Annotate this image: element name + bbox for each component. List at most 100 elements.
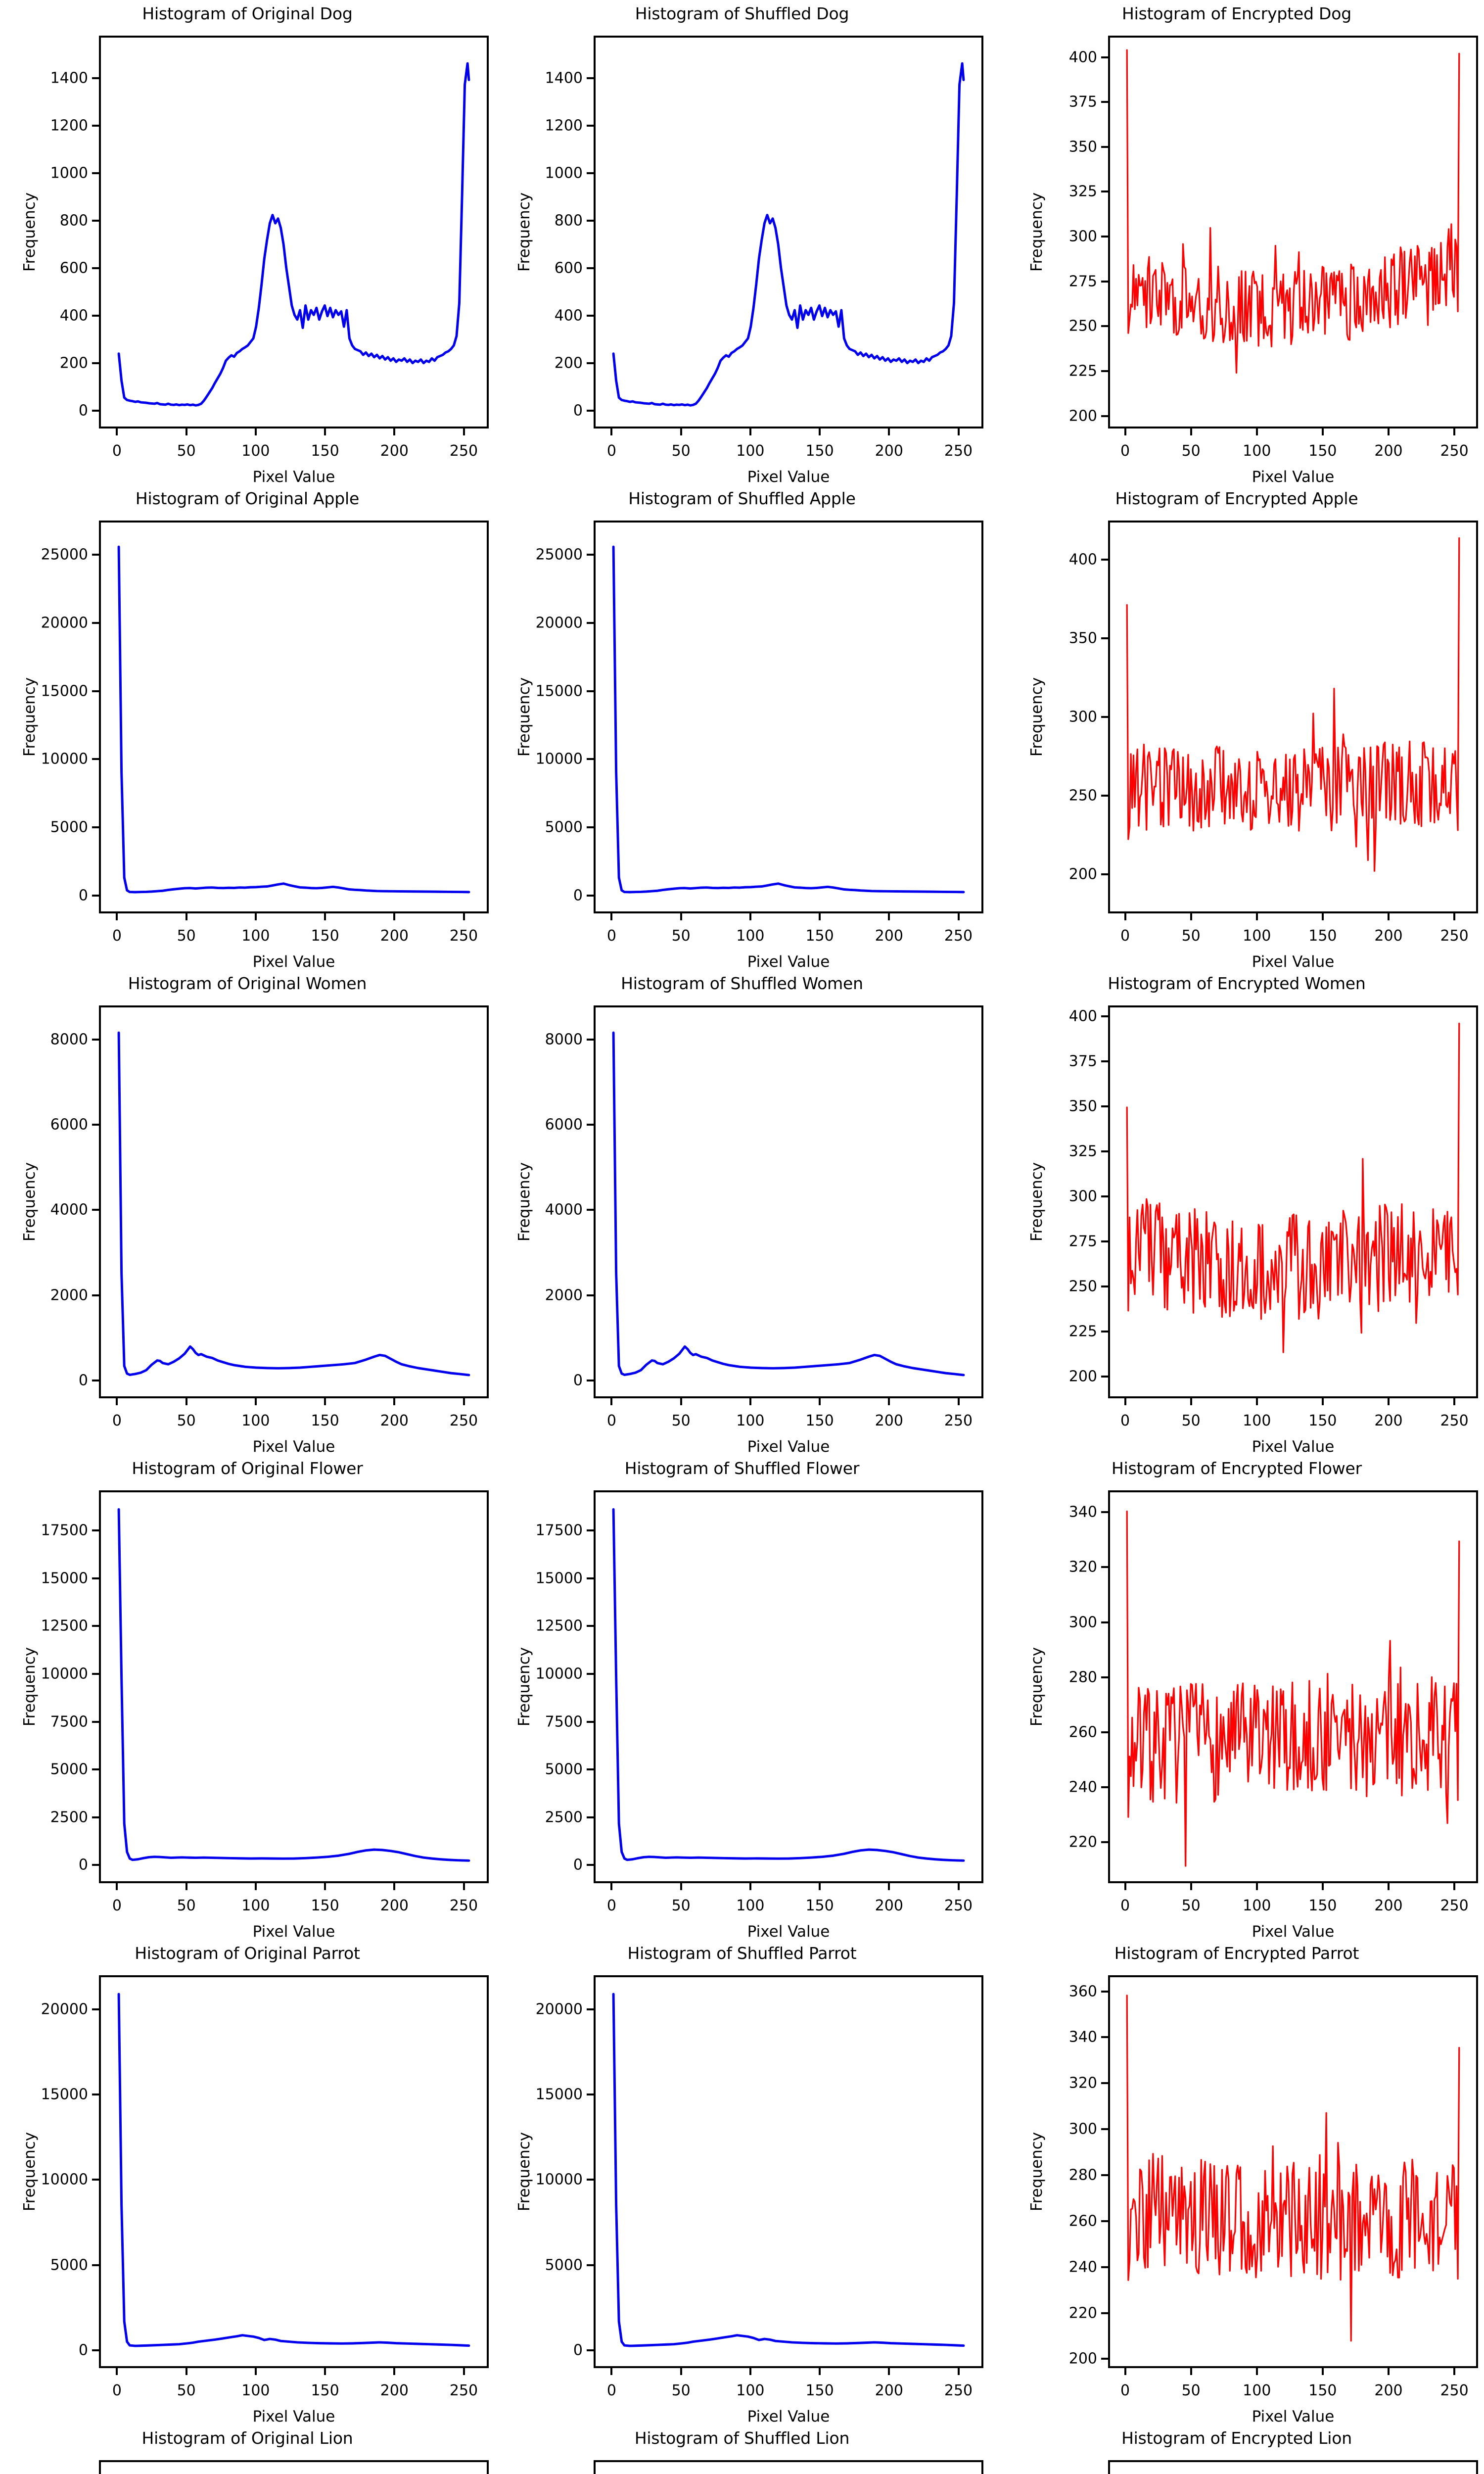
- axes-frame: [594, 521, 983, 913]
- y-tick-label: 8000: [50, 1031, 88, 1048]
- y-tick-label: 20000: [41, 614, 88, 632]
- y-tick-label: 1200: [50, 117, 88, 135]
- y-tick-label: 340: [1068, 2028, 1097, 2046]
- y-tick-mark: [92, 2008, 99, 2010]
- x-tick-label: 250: [1440, 442, 1469, 460]
- x-tick-mark: [1190, 1398, 1192, 1405]
- y-tick-label: 10000: [535, 1665, 583, 1683]
- plot-title: Histogram of Encrypted Parrot: [1114, 1944, 1359, 1963]
- x-tick-mark: [957, 1883, 960, 1890]
- plot-title: Histogram of Shuffled Apple: [628, 489, 856, 508]
- y-tick-mark: [1101, 2312, 1108, 2314]
- axes-frame: [594, 1490, 983, 1883]
- y-tick-label: 1200: [545, 117, 583, 135]
- x-tick-mark: [1124, 913, 1126, 920]
- x-tick-label: 100: [241, 442, 270, 460]
- y-tick-label: 1400: [545, 69, 583, 87]
- x-tick-label: 150: [1308, 1412, 1337, 1429]
- y-tick-mark: [1101, 2174, 1108, 2176]
- y-tick-label: 325: [1068, 183, 1097, 200]
- y-tick-mark: [92, 2349, 99, 2351]
- y-tick-mark: [92, 621, 99, 624]
- y-tick-mark: [587, 77, 594, 80]
- y-tick-mark: [587, 621, 594, 624]
- x-tick-label: 50: [1181, 442, 1201, 460]
- x-tick-label: 50: [177, 1412, 196, 1429]
- y-tick-mark: [92, 895, 99, 897]
- plot-title: Histogram of Encrypted Apple: [1115, 489, 1358, 508]
- x-tick-mark: [1453, 428, 1456, 435]
- y-tick-label: 200: [1068, 407, 1097, 425]
- x-tick-label: 150: [805, 927, 834, 945]
- histogram-curve: [596, 2462, 981, 2474]
- x-tick-mark: [1255, 1883, 1258, 1890]
- y-tick-label: 225: [1068, 362, 1097, 380]
- y-tick-mark: [92, 1577, 99, 1579]
- x-tick-mark: [1190, 1883, 1192, 1890]
- axes-frame: [594, 1005, 983, 1398]
- x-tick-label: 100: [1243, 2382, 1271, 2399]
- y-tick-mark: [1101, 236, 1108, 238]
- plot-title: Histogram of Shuffled Dog: [635, 4, 849, 23]
- y-tick-mark: [1101, 1150, 1108, 1153]
- subplot-original-apple: Histogram of Original Apple 0 5000 10000 150…: [0, 485, 495, 971]
- y-tick-label: 400: [1068, 1007, 1097, 1025]
- y-tick-mark: [92, 267, 99, 270]
- y-tick-mark: [1101, 1731, 1108, 1733]
- histogram-curve: [612, 545, 965, 894]
- y-axis-label: Frequency: [1028, 1162, 1046, 1241]
- x-tick-mark: [185, 1398, 187, 1405]
- y-tick-mark: [1101, 1621, 1108, 1623]
- histogram-curve: [1126, 1510, 1460, 1867]
- plot-title: Histogram of Original Women: [128, 974, 367, 993]
- histogram-curve: [117, 62, 470, 407]
- x-tick-mark: [324, 428, 326, 435]
- x-tick-label: 0: [606, 442, 616, 460]
- axes-frame: [99, 521, 489, 913]
- x-axis-label: Pixel Value: [747, 1438, 830, 1456]
- y-tick-mark: [92, 410, 99, 412]
- y-tick-label: 1000: [50, 164, 88, 182]
- x-tick-label: 50: [671, 1412, 691, 1429]
- y-tick-mark: [92, 1672, 99, 1675]
- y-tick-mark: [92, 758, 99, 761]
- y-tick-mark: [1101, 2082, 1108, 2085]
- x-tick-label: 100: [736, 927, 765, 945]
- y-tick-label: 5000: [545, 2256, 583, 2274]
- x-tick-label: 50: [1181, 1412, 1201, 1429]
- subplot-encrypted-women: Histogram of Encrypted Women 200 225 250 275…: [989, 970, 1484, 1456]
- y-tick-label: 280: [1068, 1668, 1097, 1686]
- y-tick-label: 5000: [50, 818, 88, 836]
- y-tick-mark: [1101, 2358, 1108, 2360]
- x-axis-label: Pixel Value: [252, 468, 335, 486]
- x-tick-mark: [819, 913, 821, 920]
- y-tick-label: 7500: [545, 1713, 583, 1730]
- axes-frame: [594, 2460, 983, 2474]
- x-tick-mark: [324, 1398, 326, 1405]
- y-axis-label: Frequency: [1028, 2132, 1046, 2211]
- x-tick-label: 250: [944, 2382, 973, 2399]
- y-tick-label: 300: [1068, 2120, 1097, 2138]
- x-tick-mark: [393, 428, 396, 435]
- x-tick-label: 50: [671, 1897, 691, 1914]
- y-tick-mark: [1101, 370, 1108, 372]
- x-tick-label: 250: [449, 442, 478, 460]
- y-tick-label: 400: [1068, 48, 1097, 66]
- x-tick-mark: [888, 1398, 890, 1405]
- x-axis-label: Pixel Value: [1252, 2408, 1335, 2426]
- y-tick-label: 375: [1068, 1052, 1097, 1070]
- y-tick-mark: [587, 172, 594, 175]
- y-tick-mark: [1101, 637, 1108, 640]
- y-tick-label: 320: [1068, 2074, 1097, 2092]
- x-tick-mark: [254, 1398, 257, 1405]
- y-tick-label: 17500: [535, 1522, 583, 1539]
- y-tick-mark: [1101, 2220, 1108, 2222]
- plot-title: Histogram of Shuffled Flower: [624, 1459, 860, 1478]
- y-tick-label: 400: [1068, 551, 1097, 569]
- y-tick-mark: [1101, 2266, 1108, 2268]
- subplot-shuffled-lion: Histogram of Shuffled Lion02500500075001…: [495, 2425, 989, 2474]
- axes-frame: [594, 36, 983, 428]
- x-tick-mark: [610, 1883, 613, 1890]
- y-tick-mark: [92, 826, 99, 829]
